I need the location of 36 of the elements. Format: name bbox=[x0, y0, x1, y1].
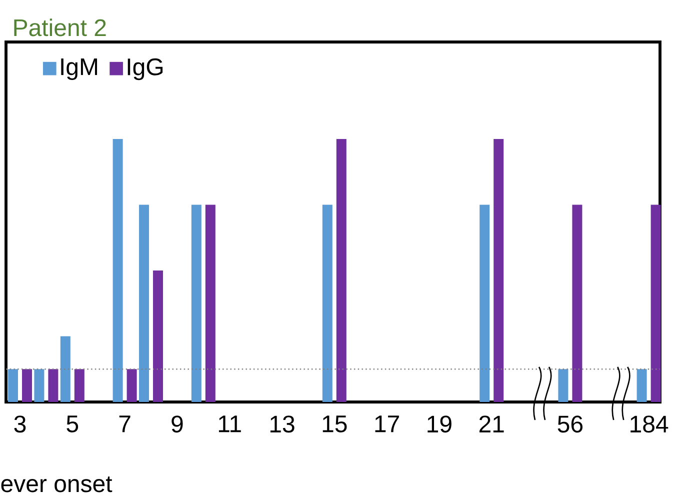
bar bbox=[74, 369, 84, 402]
chart-title: Patient 2 bbox=[14, 18, 106, 36]
bar bbox=[322, 204, 332, 402]
x-tick-label: 17 bbox=[375, 416, 399, 432]
bar bbox=[494, 138, 504, 402]
x-tick-label: 184 bbox=[630, 416, 668, 433]
bar bbox=[480, 204, 490, 402]
x-tick-label: 9 bbox=[172, 416, 183, 433]
x-tick-label: 3 bbox=[14, 416, 26, 433]
x-tick-label: 5 bbox=[66, 416, 78, 432]
bar bbox=[572, 204, 582, 402]
bar bbox=[112, 138, 123, 402]
bar bbox=[650, 204, 661, 402]
bar bbox=[60, 336, 70, 402]
bar bbox=[48, 369, 58, 402]
bar bbox=[205, 204, 216, 402]
x-axis-title: ever onset bbox=[1, 476, 112, 492]
x-tick-label: 11 bbox=[218, 416, 241, 432]
bar bbox=[139, 204, 150, 402]
x-tick-label: 56 bbox=[558, 416, 582, 433]
bar bbox=[8, 369, 18, 402]
x-tick-label: 13 bbox=[270, 416, 294, 433]
x-tick-label: 19 bbox=[428, 416, 452, 433]
bar bbox=[22, 369, 32, 402]
x-tick-label: 21 bbox=[479, 416, 504, 432]
legend-label: IgG bbox=[128, 58, 163, 80]
bar bbox=[636, 369, 647, 402]
bar bbox=[153, 270, 164, 402]
bar bbox=[34, 369, 44, 402]
bar bbox=[191, 204, 202, 402]
bar bbox=[126, 369, 137, 402]
bar bbox=[558, 369, 568, 402]
x-tick-label: 15 bbox=[322, 416, 347, 432]
bar bbox=[336, 138, 346, 402]
legend-label: IgM bbox=[61, 58, 98, 80]
x-tick-label: 7 bbox=[119, 416, 130, 432]
